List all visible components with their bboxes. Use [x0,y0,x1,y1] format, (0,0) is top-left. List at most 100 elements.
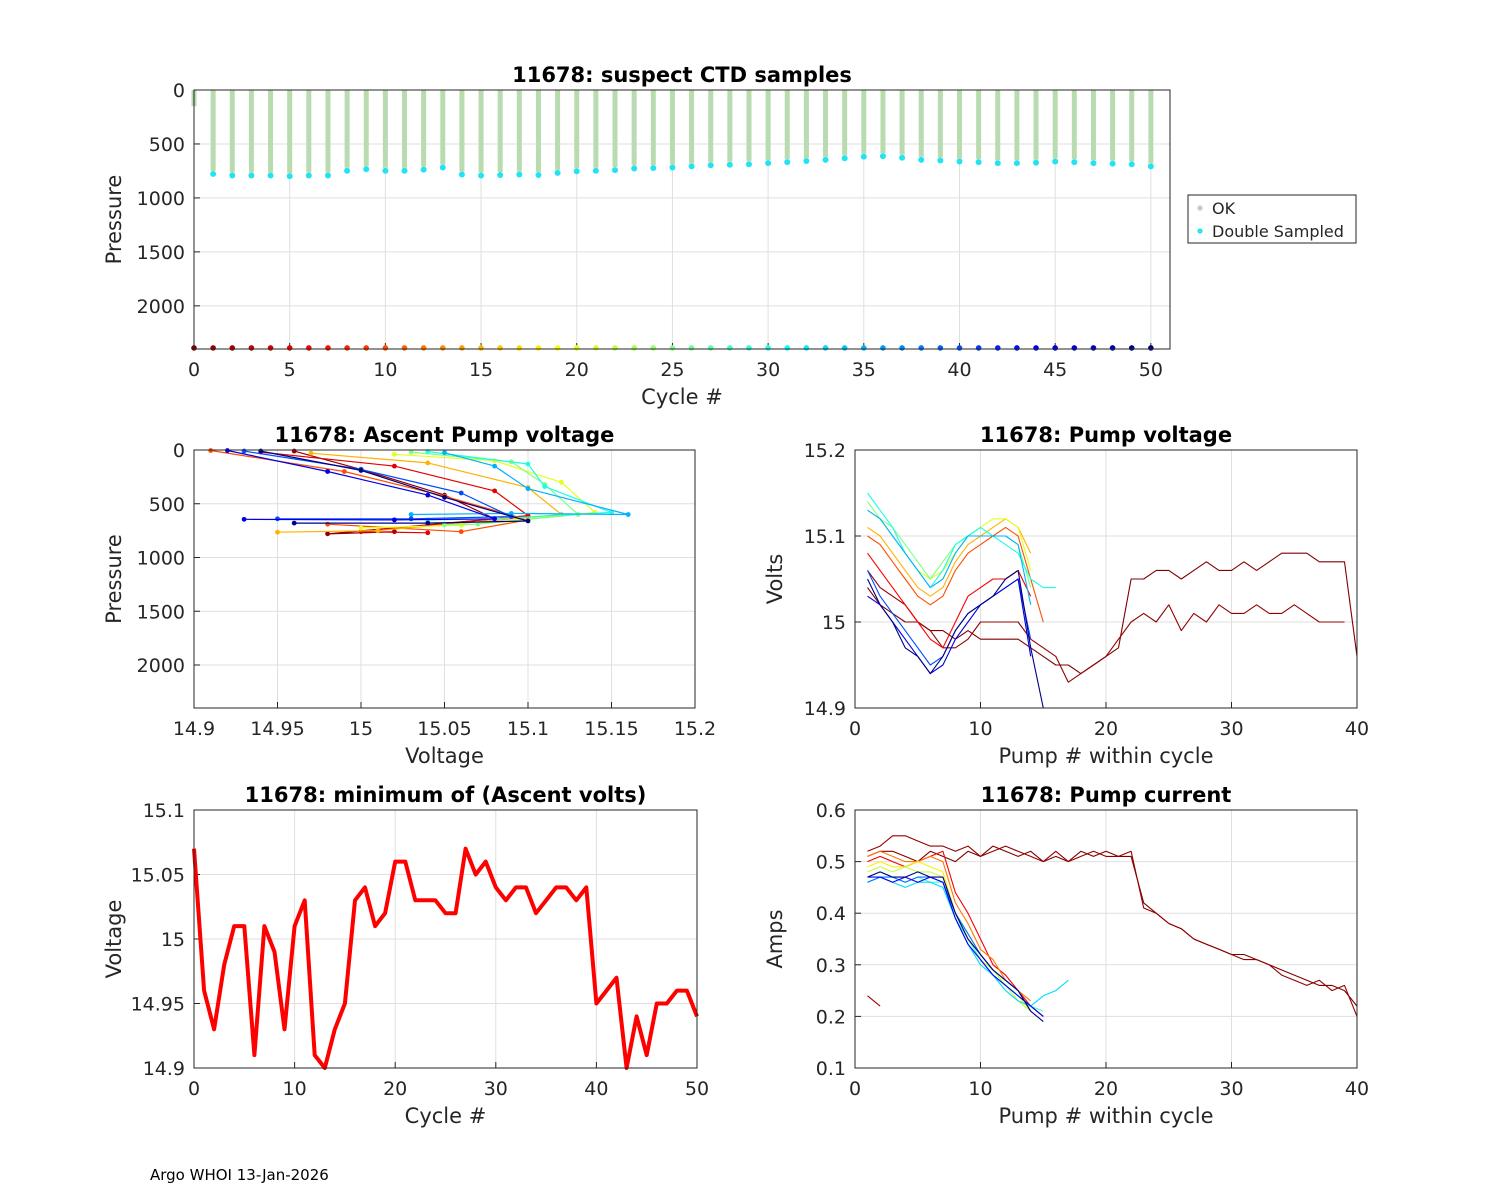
x-tick-label: 30 [484,1078,508,1100]
ascent-series-point [492,463,497,469]
cycle-marker [822,345,829,351]
double-sampled-point [631,165,638,172]
y-tick-label: 1000 [137,188,185,210]
ascent-series-point [442,450,447,456]
x-axis-label: Pump # within cycle [999,744,1214,768]
pump-voltage-series-line [867,578,1032,675]
x-tick-label: 20 [383,1078,407,1100]
double-sampled-point [612,167,619,174]
y-tick-label: 14.95 [131,994,185,1016]
y-tick-label: 15.1 [804,526,846,548]
axes-frame [193,89,1171,350]
pump-voltage-lines [867,492,1357,708]
y-tick-label: 0.1 [816,1058,846,1080]
cycle-marker [593,345,599,351]
chart-title: 11678: Ascent Pump voltage [275,423,615,447]
ascent-series-line [260,451,529,534]
legend: OK Double Sampled [1187,194,1357,244]
pump-voltage-series-line [867,509,1032,605]
x-tick-label: 10 [968,1078,992,1100]
x-axis-label: Pump # within cycle [999,1104,1214,1128]
pump-voltage-series-line [867,526,1044,623]
suspect-ctd-samples-plot: 0 5 10 15 20 25 30 35 40 45 5005001000150020001167… [102,63,1357,409]
ascent-series-point [492,516,497,522]
x-axis-label: Voltage [405,744,484,768]
y-tick-label: 15.2 [804,440,846,462]
ascent-series-line [411,452,629,516]
ascent-series-point [375,528,381,534]
cycle-marker [918,345,925,351]
cycle-marker [1109,345,1116,351]
cycle-marker [1148,345,1154,351]
x-tick-label: 20 [1094,718,1118,740]
pump-current-series-line [867,876,1044,1017]
x-tick-label: 35 [852,359,876,381]
double-sampled-point [879,153,886,160]
x-tick-label: 15 [349,718,373,740]
pump-voltage-series-line [867,492,1056,589]
double-sampled-point [745,161,752,168]
cycle-marker [937,345,944,351]
double-sampled-point [899,154,906,161]
cycle-marker [229,345,236,351]
x-tick-label: 45 [1043,359,1067,381]
double-sampled-point [248,172,255,179]
ascent-series-point [609,509,614,515]
ascent-series-point [475,521,481,527]
y-axis-label: Pressure [102,534,126,624]
ascent-series-point [392,451,397,457]
chart-title: 11678: Pump current [981,783,1232,807]
axes-frame [854,809,1358,1069]
pump-current-series-line [867,835,1358,1017]
pump-voltage-series-line [867,518,1032,597]
y-tick-label: 1000 [137,548,185,570]
ascent-series-point [208,448,214,453]
x-tick-label: 10 [283,1078,307,1100]
double-sampled-point [650,165,657,172]
legend-label-double-sampled: Double Sampled [1212,222,1344,241]
cycle-marker [267,345,274,351]
y-tick-label: 500 [149,494,185,516]
double-sampled-point [688,163,695,170]
footer-credit: Argo WHOI 13-Jan-2026 [150,1166,329,1184]
legend-double-sampled-marker [1197,228,1203,234]
cycle-marker [765,345,771,351]
double-sampled-point [1013,160,1020,167]
double-sampled-point [784,159,791,166]
double-sampled-point [363,166,370,173]
cycle-marker [382,345,389,351]
y-tick-label: 0.3 [816,955,846,977]
pump-current-series-line [867,850,1044,1017]
chart-title: 11678: Pump voltage [980,423,1232,447]
double-sampled-point [1128,161,1135,168]
double-sampled-point [458,171,465,178]
cycle-marker [650,345,657,351]
cycle-marker [727,345,733,351]
ascent-series-line [260,450,529,524]
y-tick-label: 15.05 [131,865,185,887]
double-sampled-point [535,172,542,179]
cycle-marker [994,345,1001,351]
cycle-marker [516,345,523,351]
double-sampled-point [765,160,772,167]
double-sampled-point [210,170,217,177]
cycle-marker [631,345,637,351]
double-sampled-point [975,159,982,166]
cycle-marker [420,345,427,351]
ascent-series-point [325,521,330,527]
x-tick-label: 40 [1345,1078,1369,1100]
y-axis-label: Pressure [102,175,126,265]
y-axis-label: Voltage [102,900,126,979]
cycle-marker [459,345,465,351]
double-sampled-point [497,172,504,179]
axes-frame [193,449,696,709]
y-tick-label: 1500 [137,242,185,264]
cycle-marker [1052,345,1058,351]
double-sampled-point [1052,158,1059,165]
ascent-series-point [442,522,447,528]
ascent-series-point [625,512,631,517]
x-tick-label: 15.1 [507,718,549,740]
ascent-series-line [277,452,563,533]
plot-area [194,90,1170,349]
y-tick-label: 500 [149,134,185,156]
